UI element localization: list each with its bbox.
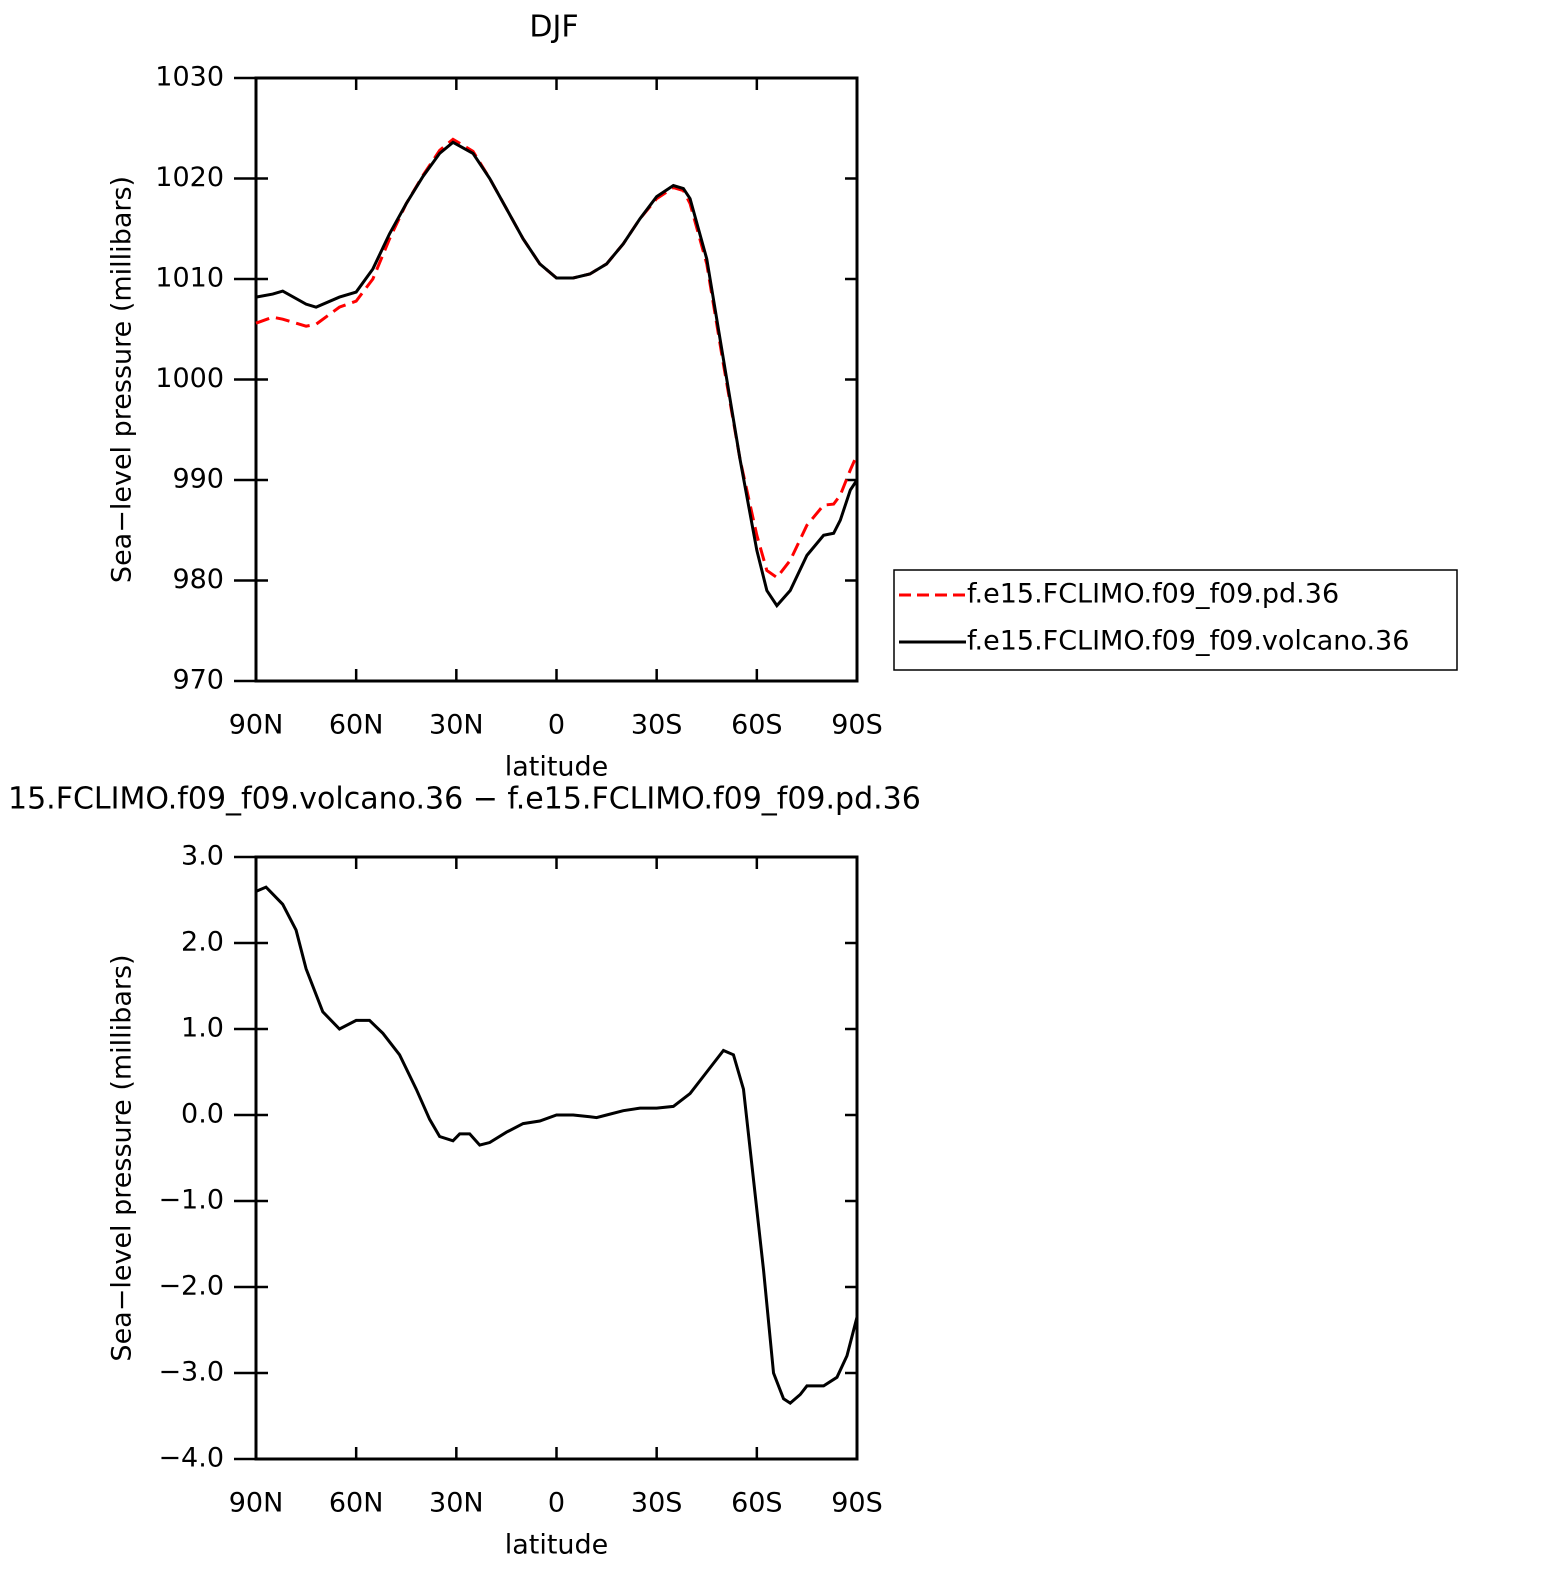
x-tick-label: 30N (429, 1488, 484, 1519)
x-tick-label: 90N (229, 1488, 284, 1519)
x-tick-label: 90S (831, 1488, 883, 1519)
x-tick-label: 30N (429, 710, 484, 741)
x-axis-label: latitude (505, 1530, 609, 1561)
y-tick-label: −3.0 (158, 1357, 224, 1388)
y-tick-label: 980 (172, 564, 224, 595)
y-tick-label: 0.0 (181, 1099, 224, 1130)
chart-title: 15.FCLIMO.f09_f09.volcano.36 − f.e15.FCL… (8, 782, 921, 817)
data-line (255, 137, 859, 580)
y-tick-label: −4.0 (158, 1443, 224, 1474)
x-tick-label: 90S (831, 710, 883, 741)
y-tick-label: 970 (172, 665, 224, 696)
x-tick-label: 30S (631, 1488, 683, 1519)
legend-label: f.e15.FCLIMO.f09_f09.pd.36 (967, 579, 1339, 610)
x-tick-label: 60S (731, 1488, 783, 1519)
plot-frame (254, 76, 859, 683)
data-line (255, 140, 859, 609)
y-tick-label: −2.0 (158, 1271, 224, 1302)
legend-label: f.e15.FCLIMO.f09_f09.volcano.36 (967, 626, 1409, 657)
x-tick-label: 30S (631, 710, 683, 741)
y-tick-label: 1030 (155, 62, 224, 93)
data-line (255, 885, 859, 1405)
y-axis-label: Sea−level pressure (millibars) (107, 954, 138, 1361)
y-axis-label: Sea−level pressure (millibars) (107, 176, 138, 583)
x-tick-label: 0 (548, 1488, 565, 1519)
y-tick-label: 1000 (155, 363, 224, 394)
y-tick-label: 2.0 (181, 927, 224, 958)
legend-box (893, 569, 1458, 671)
y-tick-label: 1.0 (181, 1013, 224, 1044)
x-tick-label: 60N (329, 710, 384, 741)
y-tick-label: −1.0 (158, 1185, 224, 1216)
chart-title: DJF (529, 10, 578, 45)
y-tick-label: 1010 (155, 263, 224, 294)
x-axis-label: latitude (505, 752, 609, 783)
plot-frame (254, 855, 859, 1461)
y-tick-label: 990 (172, 464, 224, 495)
x-tick-label: 60N (329, 1488, 384, 1519)
x-tick-label: 60S (731, 710, 783, 741)
y-tick-label: 3.0 (181, 841, 224, 872)
y-tick-label: 1020 (155, 162, 224, 193)
x-tick-label: 90N (229, 710, 284, 741)
x-tick-label: 0 (548, 710, 565, 741)
